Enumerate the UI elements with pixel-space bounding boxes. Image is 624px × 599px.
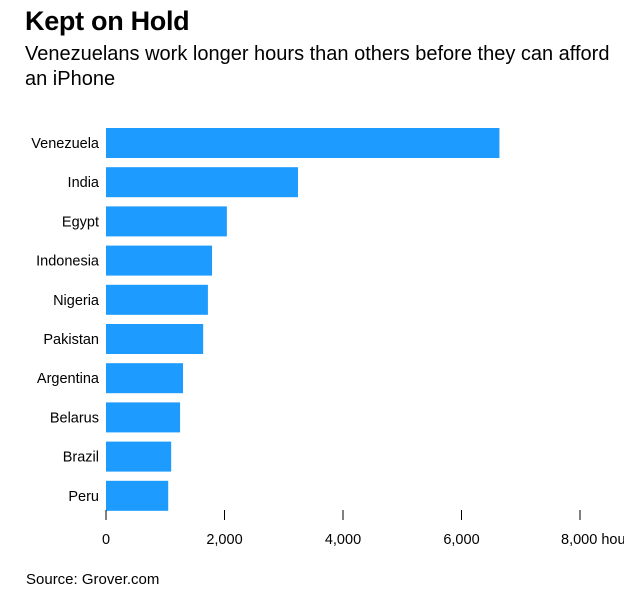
x-tick-label-0: 0: [102, 532, 110, 548]
source-note: Source: Grover.com: [26, 571, 160, 588]
x-axis: 0 2,000 4,000 6,000 8,000 hours: [102, 510, 624, 548]
bar-argentina: [106, 363, 184, 394]
bar-belarus: [106, 402, 181, 433]
chart-subtitle: Venezuelans work longer hours than other…: [25, 43, 610, 90]
chart-title: Kept on Hold: [25, 6, 190, 36]
bars-group: [106, 128, 500, 511]
x-tick-label-3: 6,000: [443, 532, 479, 548]
bar-indonesia: [106, 245, 213, 276]
category-label-venezuela: Venezuela: [31, 136, 100, 152]
bar-nigeria: [106, 284, 208, 315]
category-label-peru: Peru: [68, 489, 99, 505]
category-label-egypt: Egypt: [62, 214, 99, 230]
x-tick-label-1: 2,000: [206, 532, 242, 548]
category-labels-group: Venezuela India Egypt Indonesia Nigeria Pakis…: [31, 136, 100, 505]
category-label-belarus: Belarus: [50, 410, 99, 426]
category-label-india: India: [68, 175, 100, 191]
x-tick-label-2: 4,000: [325, 532, 361, 548]
bar-venezuela: [106, 128, 500, 158]
category-label-indonesia: Indonesia: [36, 254, 100, 270]
category-label-brazil: Brazil: [63, 450, 99, 466]
category-label-argentina: Argentina: [37, 371, 100, 387]
category-label-nigeria: Nigeria: [53, 293, 100, 309]
bar-pakistan: [106, 324, 204, 354]
bar-egypt: [106, 206, 227, 237]
bar-brazil: [106, 441, 172, 472]
bar-peru: [106, 480, 169, 511]
bar-india: [106, 167, 298, 198]
category-label-pakistan: Pakistan: [43, 332, 99, 348]
x-tick-label-4: 8,000 hours: [561, 532, 624, 548]
